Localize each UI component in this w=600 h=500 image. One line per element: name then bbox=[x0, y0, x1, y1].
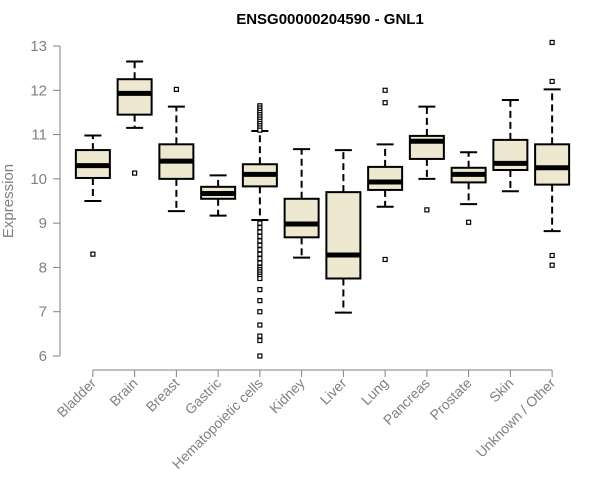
outlier-point bbox=[257, 251, 263, 257]
outlier-point bbox=[549, 252, 555, 259]
box-group bbox=[200, 174, 237, 217]
box-group bbox=[325, 149, 362, 314]
x-tick-label: Bladder bbox=[54, 375, 100, 421]
outlier-point bbox=[257, 242, 263, 248]
box-group bbox=[367, 87, 404, 263]
box-group bbox=[74, 134, 111, 257]
outlier-point bbox=[466, 219, 472, 225]
outlier-point bbox=[173, 86, 179, 93]
box-iqr bbox=[283, 197, 320, 239]
outlier-point bbox=[424, 207, 430, 213]
outlier-point bbox=[257, 220, 263, 226]
outlier-point bbox=[90, 251, 96, 257]
outlier-point bbox=[257, 247, 263, 253]
box-group bbox=[408, 105, 445, 213]
y-tick-label: 10 bbox=[30, 171, 47, 188]
y-tick-label: 12 bbox=[30, 82, 47, 99]
box-group bbox=[492, 99, 529, 193]
outlier-point bbox=[257, 127, 263, 133]
outlier-point bbox=[549, 39, 555, 46]
y-axis-label: Expression bbox=[0, 164, 17, 238]
box-iqr bbox=[325, 191, 362, 280]
outlier-point bbox=[257, 238, 263, 244]
y-tick-label: 11 bbox=[31, 127, 47, 144]
box-iqr bbox=[116, 78, 153, 116]
box-group bbox=[158, 86, 195, 213]
outlier-point bbox=[257, 322, 263, 328]
box-iqr bbox=[367, 165, 404, 191]
box-group bbox=[241, 103, 278, 359]
box-group bbox=[116, 60, 153, 176]
x-tick-label: Unknown / Other bbox=[473, 375, 559, 461]
outlier-point bbox=[257, 260, 263, 266]
x-tick-label: Lung bbox=[358, 375, 391, 408]
outlier-point bbox=[257, 255, 263, 262]
outlier-point bbox=[382, 87, 388, 93]
box-group bbox=[450, 151, 487, 225]
outlier-point bbox=[382, 256, 388, 263]
box-iqr bbox=[534, 143, 571, 186]
x-tick-label: Kidney bbox=[266, 375, 308, 417]
outlier-point bbox=[257, 353, 263, 359]
y-tick-label: 8 bbox=[39, 259, 47, 276]
outlier-point bbox=[382, 100, 388, 106]
x-tick-label: Prostate bbox=[427, 375, 475, 423]
x-tick-label: Skin bbox=[486, 375, 517, 406]
boxes-layer bbox=[74, 39, 571, 359]
x-tick-label: Brain bbox=[106, 375, 140, 409]
y-axis: 6 7 8 9 10 11 12 13 bbox=[30, 38, 61, 365]
outlier-point bbox=[257, 229, 263, 235]
outlier-point bbox=[549, 78, 555, 85]
y-tick-label: 9 bbox=[39, 215, 47, 232]
y-tick-label: 7 bbox=[39, 304, 47, 321]
outlier-point bbox=[132, 170, 138, 176]
outlier-point bbox=[549, 262, 555, 268]
outlier-point bbox=[257, 333, 263, 339]
x-tick-label: Liver bbox=[317, 375, 350, 408]
outlier-point bbox=[257, 337, 263, 344]
y-tick-label: 13 bbox=[30, 38, 47, 55]
outlier-point bbox=[257, 275, 263, 282]
x-tick-label: Breast bbox=[143, 375, 183, 415]
outlier-point bbox=[257, 286, 263, 293]
outlier-point bbox=[257, 309, 263, 315]
box-group bbox=[534, 39, 571, 268]
outlier-point bbox=[257, 298, 263, 304]
box-group bbox=[283, 148, 320, 259]
y-tick-label: 6 bbox=[39, 348, 47, 365]
chart-title: ENSG00000204590 - GNL1 bbox=[236, 11, 424, 28]
outlier-point bbox=[257, 224, 263, 231]
outlier-point bbox=[257, 233, 263, 240]
